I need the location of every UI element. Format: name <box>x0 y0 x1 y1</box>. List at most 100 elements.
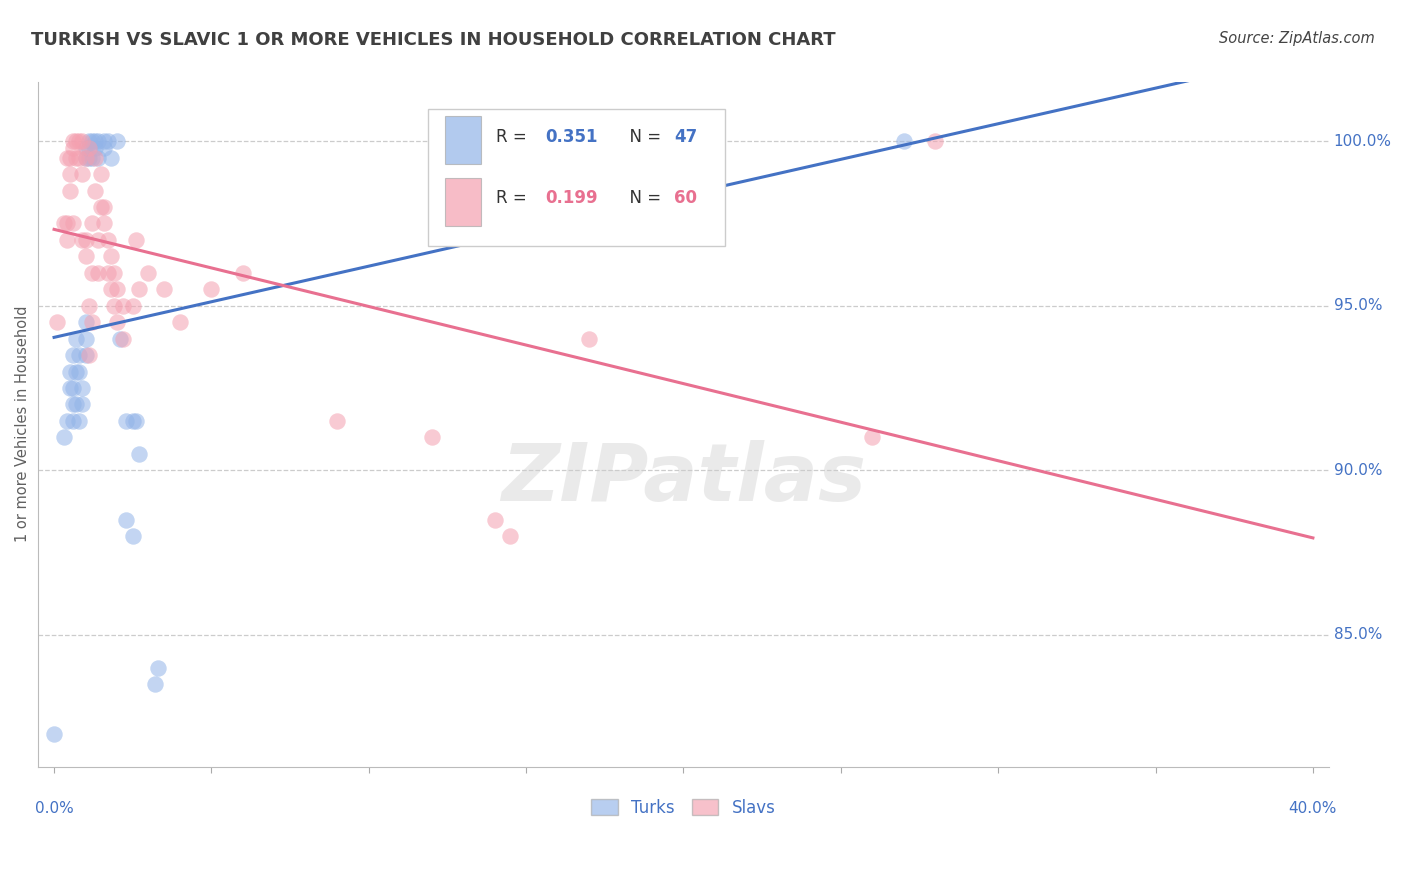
Point <box>65 134 87 148</box>
Point <box>108 332 131 346</box>
Point <box>87 151 110 165</box>
FancyBboxPatch shape <box>444 116 481 164</box>
Point <box>121 529 143 543</box>
Point <box>97 134 120 148</box>
Point <box>62 381 84 395</box>
Y-axis label: 1 or more Vehicles in Household: 1 or more Vehicles in Household <box>15 306 30 542</box>
Point <box>90 200 112 214</box>
Point <box>100 282 122 296</box>
Point <box>75 348 97 362</box>
Point <box>153 282 176 296</box>
Text: 95.0%: 95.0% <box>1334 298 1382 313</box>
Point <box>115 414 138 428</box>
Point <box>232 266 254 280</box>
Point <box>420 430 443 444</box>
Point <box>77 299 100 313</box>
Point <box>84 151 107 165</box>
Point <box>578 332 600 346</box>
Point <box>121 414 143 428</box>
Point <box>77 134 100 148</box>
Point <box>484 513 506 527</box>
Point <box>75 141 97 155</box>
FancyBboxPatch shape <box>444 178 481 226</box>
Point <box>80 266 103 280</box>
Point <box>62 141 84 155</box>
Point <box>42 726 65 740</box>
Point <box>72 381 94 395</box>
Text: 47: 47 <box>675 128 697 145</box>
Point <box>52 216 75 230</box>
Point <box>75 332 97 346</box>
Point <box>55 414 77 428</box>
Point <box>200 282 222 296</box>
Point <box>65 397 87 411</box>
Point <box>125 414 148 428</box>
Point <box>326 414 349 428</box>
Point <box>499 529 522 543</box>
Point <box>55 233 77 247</box>
Point <box>75 151 97 165</box>
Text: 85.0%: 85.0% <box>1334 627 1382 642</box>
Point <box>77 151 100 165</box>
Point <box>169 315 191 329</box>
Point <box>924 134 946 148</box>
Point <box>860 430 883 444</box>
Text: 0.351: 0.351 <box>546 128 598 145</box>
Text: R =: R = <box>496 128 533 145</box>
Point <box>80 134 103 148</box>
Point <box>75 151 97 165</box>
Point <box>67 151 90 165</box>
Point <box>87 266 110 280</box>
Point <box>100 151 122 165</box>
Text: R =: R = <box>496 189 533 207</box>
Point <box>125 233 148 247</box>
Point <box>62 134 84 148</box>
Point <box>115 513 138 527</box>
Point <box>128 282 150 296</box>
Text: Source: ZipAtlas.com: Source: ZipAtlas.com <box>1219 31 1375 46</box>
Point <box>59 365 82 379</box>
Point <box>77 348 100 362</box>
Point <box>93 141 115 155</box>
Point <box>72 134 94 148</box>
Point <box>59 151 82 165</box>
Text: 100.0%: 100.0% <box>1334 134 1392 149</box>
Point <box>112 299 135 313</box>
Point <box>103 299 125 313</box>
Point <box>55 216 77 230</box>
Point <box>105 315 128 329</box>
Point <box>55 151 77 165</box>
Legend: Turks, Slavs: Turks, Slavs <box>585 792 782 823</box>
Point <box>87 134 110 148</box>
Point <box>62 216 84 230</box>
Point <box>97 266 120 280</box>
Point <box>46 315 69 329</box>
Point <box>143 677 166 691</box>
Point <box>128 447 150 461</box>
Point <box>65 151 87 165</box>
Point <box>97 233 120 247</box>
FancyBboxPatch shape <box>427 110 724 246</box>
Point <box>77 141 100 155</box>
Point <box>67 134 90 148</box>
Point <box>84 184 107 198</box>
Text: 0.199: 0.199 <box>546 189 598 207</box>
Point <box>100 249 122 263</box>
Point <box>80 315 103 329</box>
Point <box>87 233 110 247</box>
Text: ZIPatlas: ZIPatlas <box>501 440 866 518</box>
Point <box>75 315 97 329</box>
Text: 0.0%: 0.0% <box>35 801 73 816</box>
Point <box>90 167 112 181</box>
Point <box>80 216 103 230</box>
Point <box>138 266 160 280</box>
Point <box>84 134 107 148</box>
Point <box>67 348 90 362</box>
Point <box>52 430 75 444</box>
Point <box>62 348 84 362</box>
Point <box>67 365 90 379</box>
Text: 60: 60 <box>675 189 697 207</box>
Point <box>65 332 87 346</box>
Point <box>59 167 82 181</box>
Point <box>72 397 94 411</box>
